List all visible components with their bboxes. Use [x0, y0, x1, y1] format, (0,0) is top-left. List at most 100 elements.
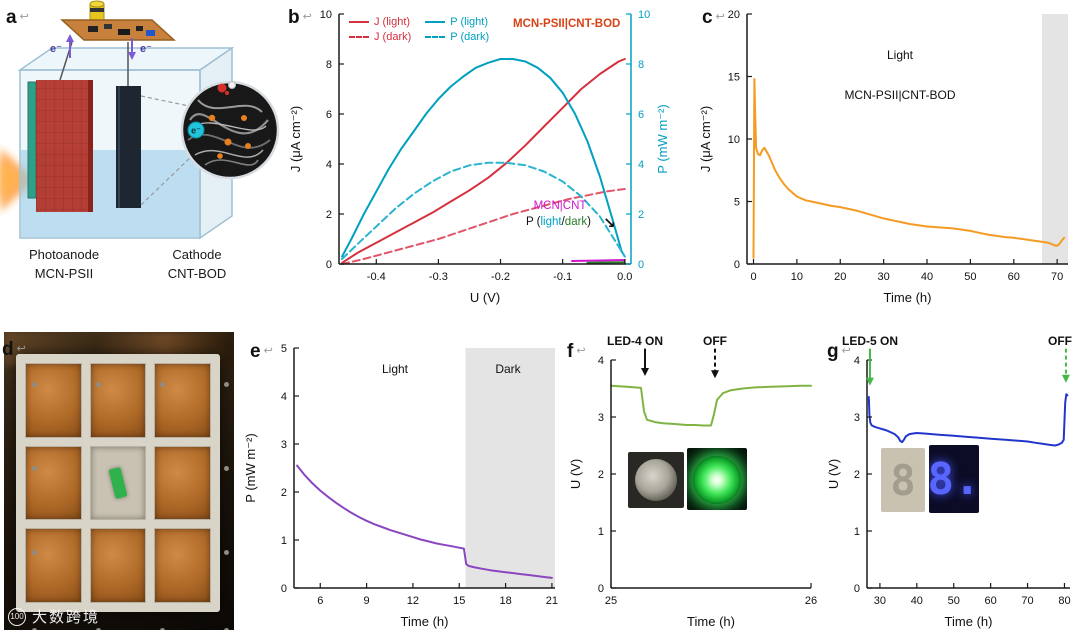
svg-text:1: 1	[598, 526, 604, 538]
device-window	[154, 445, 211, 521]
zoom-connector	[140, 155, 193, 206]
svg-text:5: 5	[281, 343, 287, 355]
panel-label-c: c ↩	[702, 8, 725, 27]
svg-text:1: 1	[854, 526, 860, 538]
chart-b-pointer-arrow-icon: ↘	[603, 215, 616, 232]
watermark: 100 大数跨境	[8, 606, 100, 627]
svg-text:-0.4: -0.4	[367, 271, 386, 283]
segment-digit-off: 8	[890, 455, 916, 505]
svg-text:2: 2	[638, 209, 644, 221]
chart-e-dark-label: Dark	[495, 362, 521, 376]
panel-label-e: e ↩	[250, 342, 273, 361]
svg-text:U (V): U (V)	[826, 459, 841, 489]
cathode-label: Cathode CNT-BOD	[142, 246, 252, 284]
electron-arrow-up-head	[66, 34, 74, 42]
svg-text:-0.2: -0.2	[491, 271, 510, 283]
alligator-clip	[108, 466, 128, 499]
device-window	[25, 445, 82, 521]
chart-b-legend: J (light) P (light) J (dark) P (dark)	[349, 16, 489, 43]
photoanode-label: Photoanode MCN-PSII	[8, 246, 120, 284]
svg-text:40: 40	[911, 595, 923, 607]
panel-a-device-schematic: e⁻ e⁻ e⁻ Photoanode MCN-PSII Cathode CNT…	[0, 0, 285, 332]
oxygen-molecule	[225, 91, 229, 95]
svg-text:10: 10	[791, 271, 803, 283]
anchor-arrow-icon: ↩	[715, 11, 725, 23]
panel-letter: f	[567, 341, 574, 362]
chart-b-p-lightdark-label: P (light/dark)	[511, 216, 606, 228]
panel-label-b: b ↩	[288, 8, 312, 27]
svg-text:9: 9	[364, 595, 370, 607]
svg-text:P (mW m⁻²): P (mW m⁻²)	[243, 433, 258, 502]
svg-text:6: 6	[326, 109, 332, 121]
svg-text:4: 4	[598, 355, 604, 367]
legend-item: J (dark)	[349, 31, 411, 43]
led-on-photo	[687, 448, 747, 510]
panel-d-module-photo	[4, 332, 234, 630]
photoanode-label-line1: Photoanode	[28, 247, 100, 262]
panel-letter: d	[2, 339, 14, 360]
svg-text:4: 4	[638, 159, 644, 171]
p-label-dark: dark	[564, 216, 588, 228]
device-window	[154, 363, 211, 438]
watermark-badge-icon: 100	[8, 607, 26, 626]
chart-f-svg: 25 26 0 1 2 3 4 Time (h) U (V)	[568, 348, 817, 629]
panel-c-stability-chart: 0 10 20 30 40 50 60 70 0 5 10 15 20 Time (h) J (μA cm⁻…	[695, 0, 1080, 310]
panel-letter: c	[702, 7, 713, 28]
svg-text:2: 2	[281, 487, 287, 499]
svg-text:15: 15	[728, 72, 740, 84]
svg-text:80: 80	[1058, 595, 1070, 607]
svg-text:3: 3	[281, 439, 287, 451]
anchor-arrow-icon: ↩	[263, 345, 273, 357]
water-molecule	[228, 81, 236, 89]
chart-g-svg: 30 40 50 60 70 80 0 1 2 3 4 Time (h) U (V)	[826, 348, 1071, 629]
panel-letter: g	[827, 341, 839, 362]
p-label-slash: /	[561, 216, 565, 228]
device-window	[25, 363, 82, 438]
chart-g-off-label: OFF	[1048, 334, 1072, 348]
svg-text:15: 15	[453, 595, 465, 607]
device-window-center	[89, 445, 147, 521]
segment-digit-on: 8.	[929, 453, 979, 505]
svg-text:0: 0	[638, 259, 644, 271]
legend-item: J (light)	[349, 16, 411, 28]
svg-text:U (V): U (V)	[470, 290, 500, 305]
svg-text:P (mW m⁻²): P (mW m⁻²)	[655, 104, 670, 173]
panel-letter: a	[6, 7, 17, 28]
led-off-photo	[628, 452, 684, 508]
svg-text:8: 8	[638, 59, 644, 71]
p-label-prefix: P (	[525, 216, 541, 228]
svg-text:0: 0	[326, 259, 332, 271]
anchor-arrow-icon: ↩	[19, 11, 29, 23]
svg-text:2: 2	[598, 469, 604, 481]
device-window	[154, 528, 211, 603]
electron-label: e⁻	[50, 43, 62, 55]
svg-text:12: 12	[407, 595, 419, 607]
led-bulb-off	[635, 459, 677, 501]
svg-text:-0.1: -0.1	[553, 271, 572, 283]
capacitor-top	[89, 0, 105, 8]
board-component	[104, 24, 112, 29]
svg-text:60: 60	[985, 595, 997, 607]
panel-label-g: g ↩	[827, 342, 851, 361]
svg-text:0: 0	[734, 259, 740, 271]
p-label-light: light	[540, 216, 562, 228]
zoom-connector	[140, 95, 190, 107]
svg-text:0: 0	[598, 583, 604, 595]
svg-text:60: 60	[1008, 271, 1020, 283]
svg-text:26: 26	[805, 595, 817, 607]
device-window	[89, 528, 147, 603]
svg-text:5: 5	[734, 197, 740, 209]
svg-text:21: 21	[546, 595, 558, 607]
segment-display-on-photo: 8.	[929, 445, 979, 513]
electron-label: e⁻	[140, 43, 152, 55]
module-panel	[16, 354, 220, 612]
anchor-arrow-icon: ↩	[16, 343, 26, 355]
photoanode-label-line2: MCN-PSII	[34, 265, 94, 281]
chart-b-svg: -0.4 -0.3 -0.2 -0.1 0.0 0 2 4 6 8 10 0 2 4 6 8 10 P (mW m…	[288, 9, 670, 305]
svg-text:70: 70	[1021, 595, 1033, 607]
device-window	[25, 528, 82, 603]
svg-text:20: 20	[834, 271, 846, 283]
legend-item: P (light)	[425, 16, 489, 28]
chart-g-on-label: LED-5 ON	[841, 334, 898, 348]
